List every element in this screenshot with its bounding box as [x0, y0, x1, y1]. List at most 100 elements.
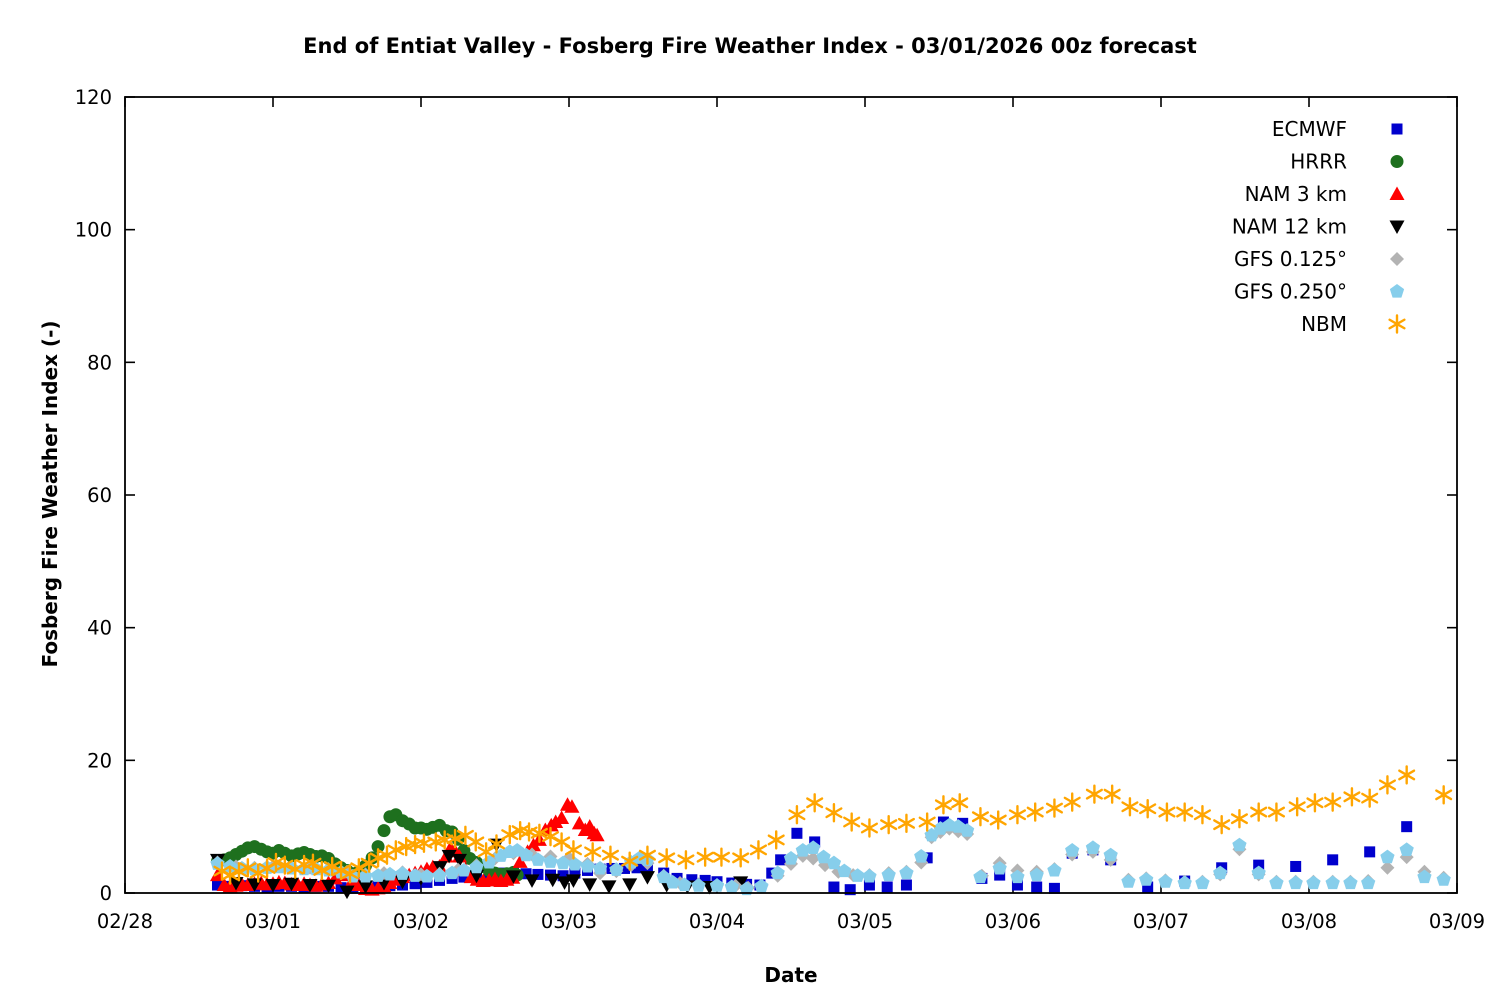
series-nam-12-km-point — [451, 853, 467, 868]
series-gfs-0-250-point — [862, 868, 877, 883]
legend-marker-nam-3-km — [1389, 186, 1405, 200]
series-nam-12-km-point — [557, 876, 573, 890]
series-ecmwf-point — [1048, 882, 1060, 894]
series-gfs-0-250-point — [1325, 875, 1340, 890]
series-nbm-point — [304, 853, 322, 873]
series-ecmwf-point — [863, 879, 875, 891]
series-gfs-0-250-point — [665, 874, 680, 889]
series-gfs-0-250-point — [456, 862, 472, 877]
legend-label-nam-12-km: NAM 12 km — [1232, 215, 1347, 239]
series-gfs-0-250-point — [1361, 875, 1376, 890]
series-gfs-0-250-point — [1213, 865, 1228, 880]
series-ecmwf-point — [1011, 879, 1023, 891]
series-nbm-point — [553, 832, 571, 852]
series-ecmwf-point — [775, 854, 787, 866]
series-nbm-point — [1230, 809, 1248, 829]
series-nam-12-km-point — [601, 880, 617, 894]
legend-marker-nam-12-km — [1389, 220, 1405, 234]
series-nbm-point — [446, 828, 464, 849]
series-nbm-point — [1158, 802, 1176, 822]
series-gfs-0-250-point — [1103, 847, 1118, 862]
series-nbm-point — [788, 805, 806, 825]
legend-label-hrrr: HRRR — [1290, 150, 1347, 174]
series-nbm-point — [1361, 788, 1379, 808]
series-nbm-point — [221, 865, 239, 885]
series-gfs-0-250-point — [1195, 875, 1210, 890]
y-axis-label: Fosberg Fire Weather Index (-) — [38, 320, 62, 668]
series-gfs-0-250-point — [770, 865, 785, 880]
series-gfs-0-250-point — [724, 879, 739, 894]
series-nam-12-km-point — [622, 878, 638, 892]
series-gfs-0-250-point — [754, 878, 769, 893]
series-gfs-0-250-point — [1121, 874, 1136, 888]
series-nbm-point — [601, 845, 619, 865]
series-nbm-point — [621, 851, 639, 871]
series-ecmwf-point — [458, 871, 470, 883]
series-ecmwf-point — [686, 874, 698, 886]
series-gfs-0-250-point — [1399, 842, 1414, 856]
series-nbm-point — [880, 814, 898, 835]
series-nbm-point — [934, 795, 952, 815]
series-nbm-point — [1378, 775, 1396, 795]
series-nbm-point — [638, 845, 656, 865]
series-nbm-point — [1008, 805, 1026, 825]
legend-marker-gfs-0-125 — [1390, 252, 1404, 266]
series-gfs-0-250-point — [826, 855, 842, 870]
series-gfs-0-250-point — [806, 840, 821, 854]
series-gfs-0-250-point — [407, 868, 423, 882]
series-gfs-0-250-point — [992, 860, 1007, 875]
series-nbm-point — [397, 836, 415, 857]
series-nam-12-km-point — [639, 871, 655, 885]
series-nam-12-km-point — [545, 873, 561, 888]
series-gfs-0-250-point — [419, 868, 435, 883]
series-gfs-0-250-point — [567, 856, 583, 871]
legend-marker-hrrr — [1390, 155, 1404, 168]
series-nbm-point — [1324, 792, 1342, 812]
series-ecmwf-point — [791, 827, 803, 839]
series-gfs-0-250-point — [850, 868, 865, 882]
series-gfs-0-250-point — [444, 865, 460, 880]
series-nbm-point — [951, 793, 969, 813]
series-nam-12-km-point — [284, 877, 299, 892]
series-ecmwf-point — [844, 884, 856, 896]
series-nbm-point — [1121, 797, 1139, 817]
legend-marker-gfs-0-250 — [1389, 284, 1405, 298]
series-gfs-0-250-point — [973, 869, 988, 884]
x-tick-label: 03/04 — [689, 910, 745, 933]
series-gfs-0-250-point — [1139, 872, 1154, 886]
series-gfs-0-250-point — [1158, 874, 1173, 888]
series-ecmwf-point — [212, 879, 223, 891]
series-nbm-point — [732, 848, 750, 868]
series-nam-3-km-point — [589, 827, 605, 842]
series-gfs-0-250-point — [370, 868, 386, 882]
legend-marker-ecmwf — [1391, 123, 1403, 135]
series-nbm-point — [806, 793, 824, 813]
series-ecmwf-point — [409, 878, 421, 890]
series-gfs-0-250-point — [914, 849, 929, 863]
series-nbm-point — [369, 848, 387, 868]
series-ecmwf-point — [619, 862, 630, 874]
x-tick-label: 03/07 — [1133, 910, 1189, 933]
series-ecmwf-point — [1031, 881, 1043, 893]
series-ecmwf-point — [828, 881, 840, 893]
series-ecmwf-point — [994, 869, 1006, 881]
series-nbm-point — [313, 860, 331, 881]
series-ecmwf-point — [557, 870, 569, 882]
series-nbm-point — [897, 813, 915, 834]
series-nbm-point — [584, 842, 602, 862]
legend-label-gfs-0-125: GFS 0.125° — [1234, 247, 1347, 271]
x-tick-label: 02/28 — [97, 910, 153, 933]
series-nbm-point — [825, 803, 843, 823]
series-nbm-point — [677, 850, 695, 870]
series-nam-3-km-point — [554, 810, 570, 825]
series-gfs-0-250-point — [1417, 869, 1432, 884]
series-gfs-0-250-point — [783, 851, 799, 865]
series-nbm-point — [1343, 787, 1361, 807]
x-tick-label: 03/05 — [837, 910, 893, 933]
series-gfs-0-250-point — [1029, 867, 1044, 882]
series-nbm-point — [1288, 797, 1306, 817]
series-nbm-point — [658, 848, 676, 868]
series-nam-12-km-point — [321, 879, 336, 894]
series-ecmwf-point — [1253, 859, 1265, 871]
series-gfs-0-250-point — [1380, 849, 1395, 864]
